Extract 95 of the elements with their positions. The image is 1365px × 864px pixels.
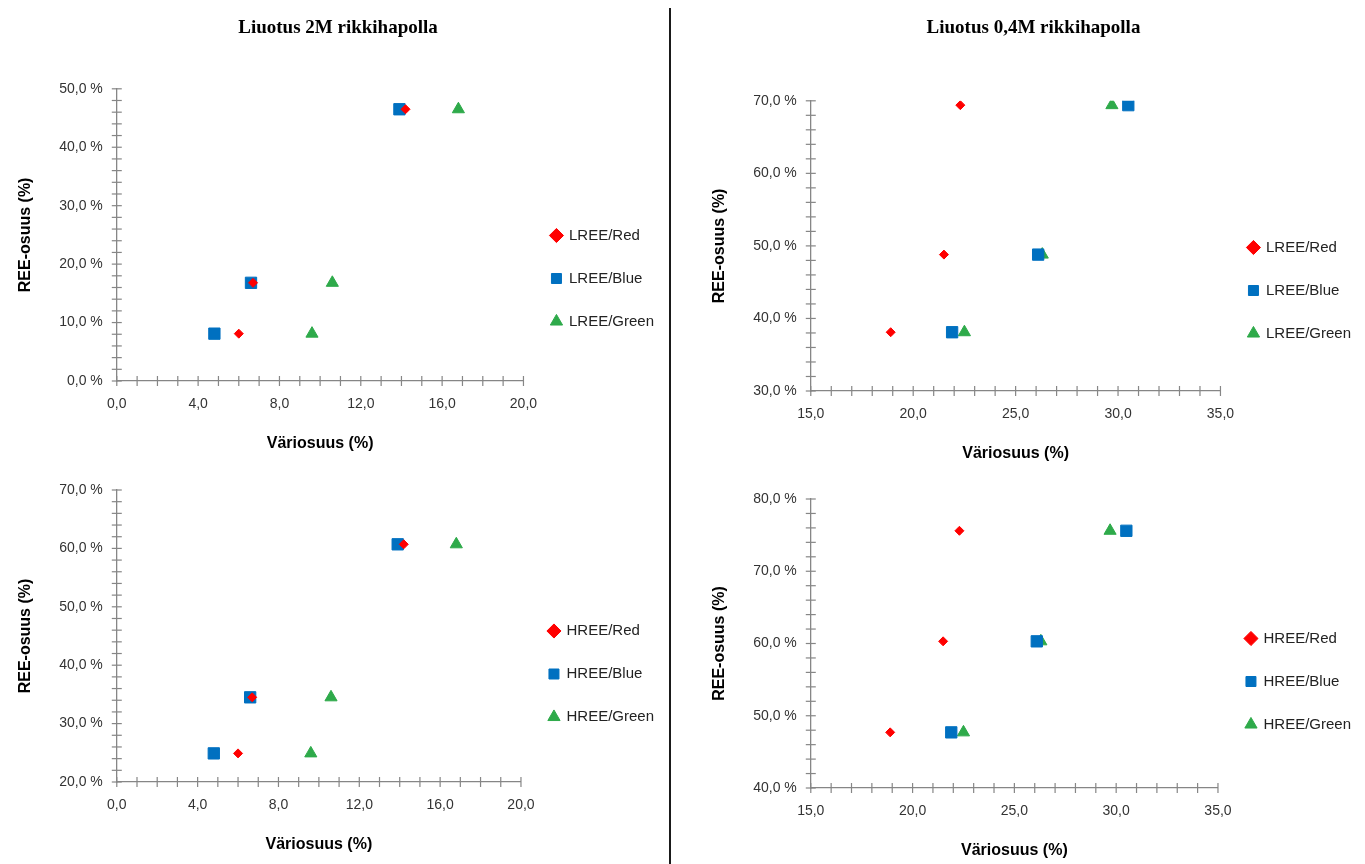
point: [885, 327, 896, 338]
point: [233, 748, 244, 759]
point: [207, 747, 220, 760]
y-tick-label: 60,0 %: [59, 539, 103, 556]
point: [400, 104, 411, 115]
x-tick-label: 20,0: [507, 796, 535, 813]
point: [956, 724, 971, 737]
x-tick-label: 12,0: [345, 796, 374, 813]
point: [325, 275, 339, 287]
legend-label: HREE/Red: [1263, 628, 1337, 646]
x-tick-label: 15,0: [797, 802, 825, 819]
point: [1103, 523, 1117, 535]
x-tick-label: 0,0: [107, 796, 127, 813]
y-tick-label: 20,0 %: [59, 254, 103, 271]
y-axis-title: REE-osuus (%): [16, 578, 34, 694]
y-tick-label: 40,0 %: [59, 656, 103, 673]
legend-label: HREE/Green: [1263, 714, 1352, 732]
y-axis-title: REE-osuus (%): [710, 188, 728, 304]
point: [1122, 100, 1135, 112]
x-tick-label: 20,0: [898, 802, 927, 819]
point: [449, 536, 463, 549]
x-tick-label: 12,0: [347, 395, 375, 412]
y-tick-label: 40,0 %: [753, 778, 797, 795]
y-tick-label: 70,0 %: [59, 480, 103, 497]
x-tick-label: 0,0: [107, 395, 127, 412]
chart-title: Liuotus 2M rikkihapolla: [238, 16, 439, 38]
y-tick-label: 70,0 %: [753, 91, 797, 108]
x-tick-label: 35,0: [1206, 405, 1235, 422]
point: [945, 726, 958, 739]
chart-title: Liuotus 0,4M rikkihapolla: [926, 16, 1141, 38]
legend-label: LREE/Green: [1265, 323, 1352, 341]
legend-label: LREE/Green: [568, 311, 655, 329]
y-tick-label: 50,0 %: [59, 597, 103, 614]
y-tick-label: 10,0 %: [59, 313, 103, 330]
x-axis-title: Väriosuus (%): [265, 834, 373, 852]
point: [208, 327, 221, 340]
x-tick-label: 8,0: [269, 395, 290, 412]
x-axis-title: Väriosuus (%): [266, 433, 374, 451]
point: [957, 324, 971, 337]
legend-label: HREE/Blue: [1263, 671, 1340, 689]
x-tick-label: 25,0: [1002, 405, 1030, 422]
y-tick-label: 70,0 %: [753, 562, 797, 579]
y-tick-label: 50,0 %: [59, 79, 103, 96]
legend-label: HREE/Green: [566, 707, 655, 725]
x-axis-title: Väriosuus (%): [961, 840, 1068, 858]
point: [233, 328, 244, 339]
y-tick-label: 60,0 %: [753, 634, 797, 651]
x-axis-title: Väriosuus (%): [962, 443, 1069, 461]
y-tick-label: 60,0 %: [753, 164, 797, 181]
x-tick-label: 35,0: [1204, 802, 1232, 819]
y-tick-label: 30,0 %: [59, 714, 103, 731]
legend-label: LREE/Blue: [1265, 280, 1340, 298]
point: [938, 636, 949, 647]
legend-label: HREE/Red: [566, 621, 640, 639]
point: [938, 249, 949, 260]
point: [954, 525, 965, 536]
point: [305, 326, 319, 338]
legend-label: LREE/Blue: [568, 268, 643, 286]
point: [1032, 248, 1045, 261]
y-tick-label: 30,0 %: [753, 381, 797, 398]
x-tick-label: 15,0: [797, 405, 825, 422]
y-tick-label: 30,0 %: [59, 196, 103, 213]
point: [324, 689, 338, 702]
y-tick-label: 20,0 %: [59, 772, 103, 789]
point: [885, 727, 896, 738]
y-tick-label: 80,0 %: [753, 489, 797, 506]
legend-label: LREE/Red: [1265, 237, 1337, 255]
y-axis-title: REE-osuus (%): [710, 586, 728, 701]
y-tick-label: 0,0 %: [66, 371, 103, 388]
x-tick-label: 25,0: [1000, 802, 1029, 819]
point: [955, 100, 966, 111]
point: [248, 277, 259, 288]
x-tick-label: 16,0: [426, 796, 454, 813]
point: [1030, 635, 1043, 648]
x-tick-label: 20,0: [899, 405, 928, 422]
y-tick-label: 50,0 %: [753, 236, 797, 253]
y-tick-label: 40,0 %: [59, 138, 103, 155]
x-tick-label: 8,0: [268, 796, 289, 813]
legend-label: LREE/Red: [568, 225, 640, 243]
x-tick-label: 30,0: [1102, 802, 1131, 819]
point: [1105, 100, 1119, 110]
x-tick-label: 20,0: [509, 395, 538, 412]
x-tick-label: 16,0: [428, 395, 456, 412]
x-tick-label: 30,0: [1104, 405, 1132, 422]
point: [1120, 524, 1133, 537]
point: [304, 745, 318, 758]
point: [945, 326, 959, 339]
y-tick-label: 40,0 %: [753, 309, 797, 326]
point: [451, 101, 465, 114]
y-axis-title: REE-osuus (%): [16, 177, 34, 293]
y-tick-label: 50,0 %: [753, 706, 797, 723]
legend-label: HREE/Blue: [566, 664, 643, 682]
point: [398, 539, 409, 550]
x-tick-label: 4,0: [187, 796, 208, 813]
x-tick-label: 4,0: [188, 395, 209, 412]
